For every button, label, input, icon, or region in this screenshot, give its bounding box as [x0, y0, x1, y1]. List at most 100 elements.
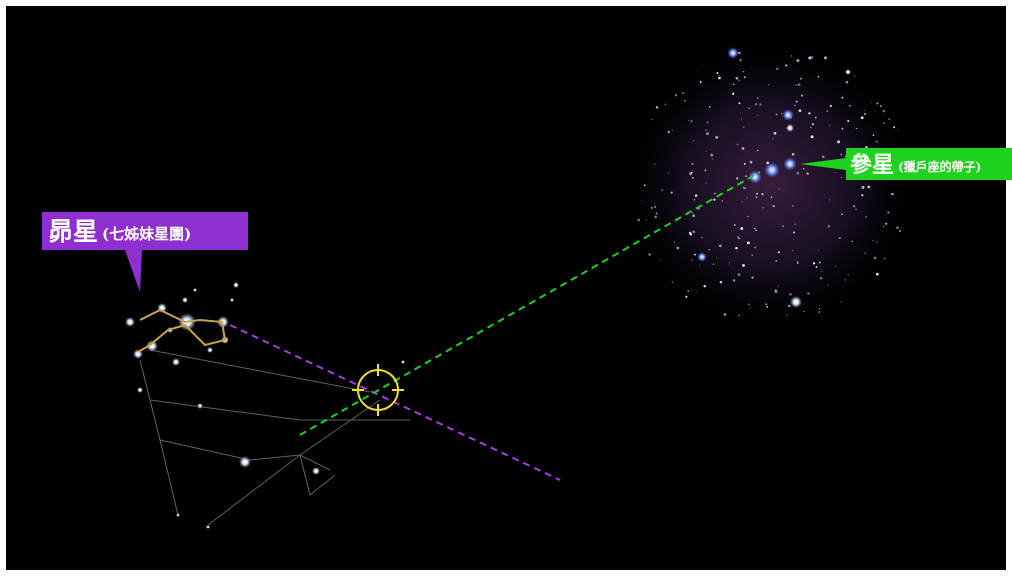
star — [732, 92, 735, 95]
star — [746, 197, 748, 199]
star — [808, 56, 812, 60]
star — [852, 205, 856, 208]
star — [741, 201, 743, 203]
star — [821, 155, 825, 159]
bright-star — [125, 317, 135, 327]
star — [848, 104, 851, 107]
star — [829, 104, 832, 108]
star — [885, 222, 888, 225]
star — [865, 216, 867, 218]
star — [706, 132, 709, 136]
star — [719, 280, 723, 284]
star — [733, 83, 735, 86]
star — [673, 241, 676, 243]
star — [691, 162, 694, 166]
star — [817, 75, 820, 78]
star — [703, 284, 706, 288]
star — [756, 149, 759, 152]
star — [715, 135, 719, 139]
star — [827, 284, 829, 286]
star — [777, 251, 780, 254]
star — [774, 290, 778, 294]
star — [747, 215, 749, 218]
star — [732, 279, 736, 282]
star — [747, 303, 751, 306]
star — [735, 76, 739, 80]
star — [791, 152, 795, 156]
star — [876, 102, 879, 105]
star — [893, 126, 896, 129]
star — [820, 268, 822, 270]
star — [742, 70, 745, 73]
star — [744, 187, 746, 189]
orion-label: 參星 (獵戶座的帶子) — [800, 148, 1012, 180]
star — [807, 292, 810, 295]
star — [754, 103, 758, 106]
star — [651, 118, 653, 120]
star — [796, 171, 800, 175]
bright-star — [727, 47, 739, 59]
star — [735, 247, 738, 250]
star — [870, 102, 873, 104]
star — [749, 160, 753, 164]
star — [718, 76, 721, 80]
star — [650, 207, 653, 209]
star — [728, 262, 730, 264]
star — [670, 191, 673, 194]
bright-star — [207, 347, 213, 353]
star — [810, 126, 812, 129]
star — [699, 265, 700, 266]
star — [792, 205, 794, 207]
star — [811, 123, 815, 126]
star — [713, 198, 716, 201]
star — [692, 214, 695, 217]
star — [738, 315, 740, 317]
star — [796, 261, 799, 264]
star — [819, 276, 823, 280]
star — [761, 193, 764, 196]
star — [713, 192, 716, 195]
star — [818, 311, 821, 313]
star — [692, 212, 694, 214]
star — [847, 274, 849, 276]
star — [741, 147, 745, 150]
star — [797, 83, 801, 86]
label-note: (獵戶座的帶子) — [898, 159, 981, 174]
bright-star — [697, 252, 707, 262]
star — [640, 200, 642, 202]
star — [794, 223, 796, 225]
bright-star — [748, 170, 762, 184]
star — [688, 231, 692, 235]
star — [746, 241, 750, 245]
star — [655, 212, 658, 215]
star — [691, 259, 693, 261]
star — [710, 153, 714, 157]
star — [876, 241, 879, 243]
bright-star — [782, 109, 794, 121]
star — [840, 213, 843, 216]
bright-star — [197, 403, 203, 409]
star — [699, 81, 702, 84]
star — [743, 76, 746, 79]
star — [723, 313, 727, 316]
star — [861, 185, 865, 189]
star — [708, 249, 710, 251]
orion-nebula — [620, 35, 920, 335]
constellation-line — [159, 439, 331, 471]
star — [643, 184, 646, 187]
star — [690, 120, 693, 123]
star — [654, 215, 657, 219]
star — [733, 224, 736, 227]
bright-star — [137, 387, 143, 393]
star — [701, 236, 703, 239]
star — [864, 252, 867, 255]
star — [789, 292, 792, 296]
bright-star — [786, 124, 794, 132]
star — [864, 109, 866, 111]
bright-star — [230, 298, 234, 302]
crosshair — [352, 364, 404, 416]
star — [711, 158, 714, 160]
star — [674, 94, 678, 97]
